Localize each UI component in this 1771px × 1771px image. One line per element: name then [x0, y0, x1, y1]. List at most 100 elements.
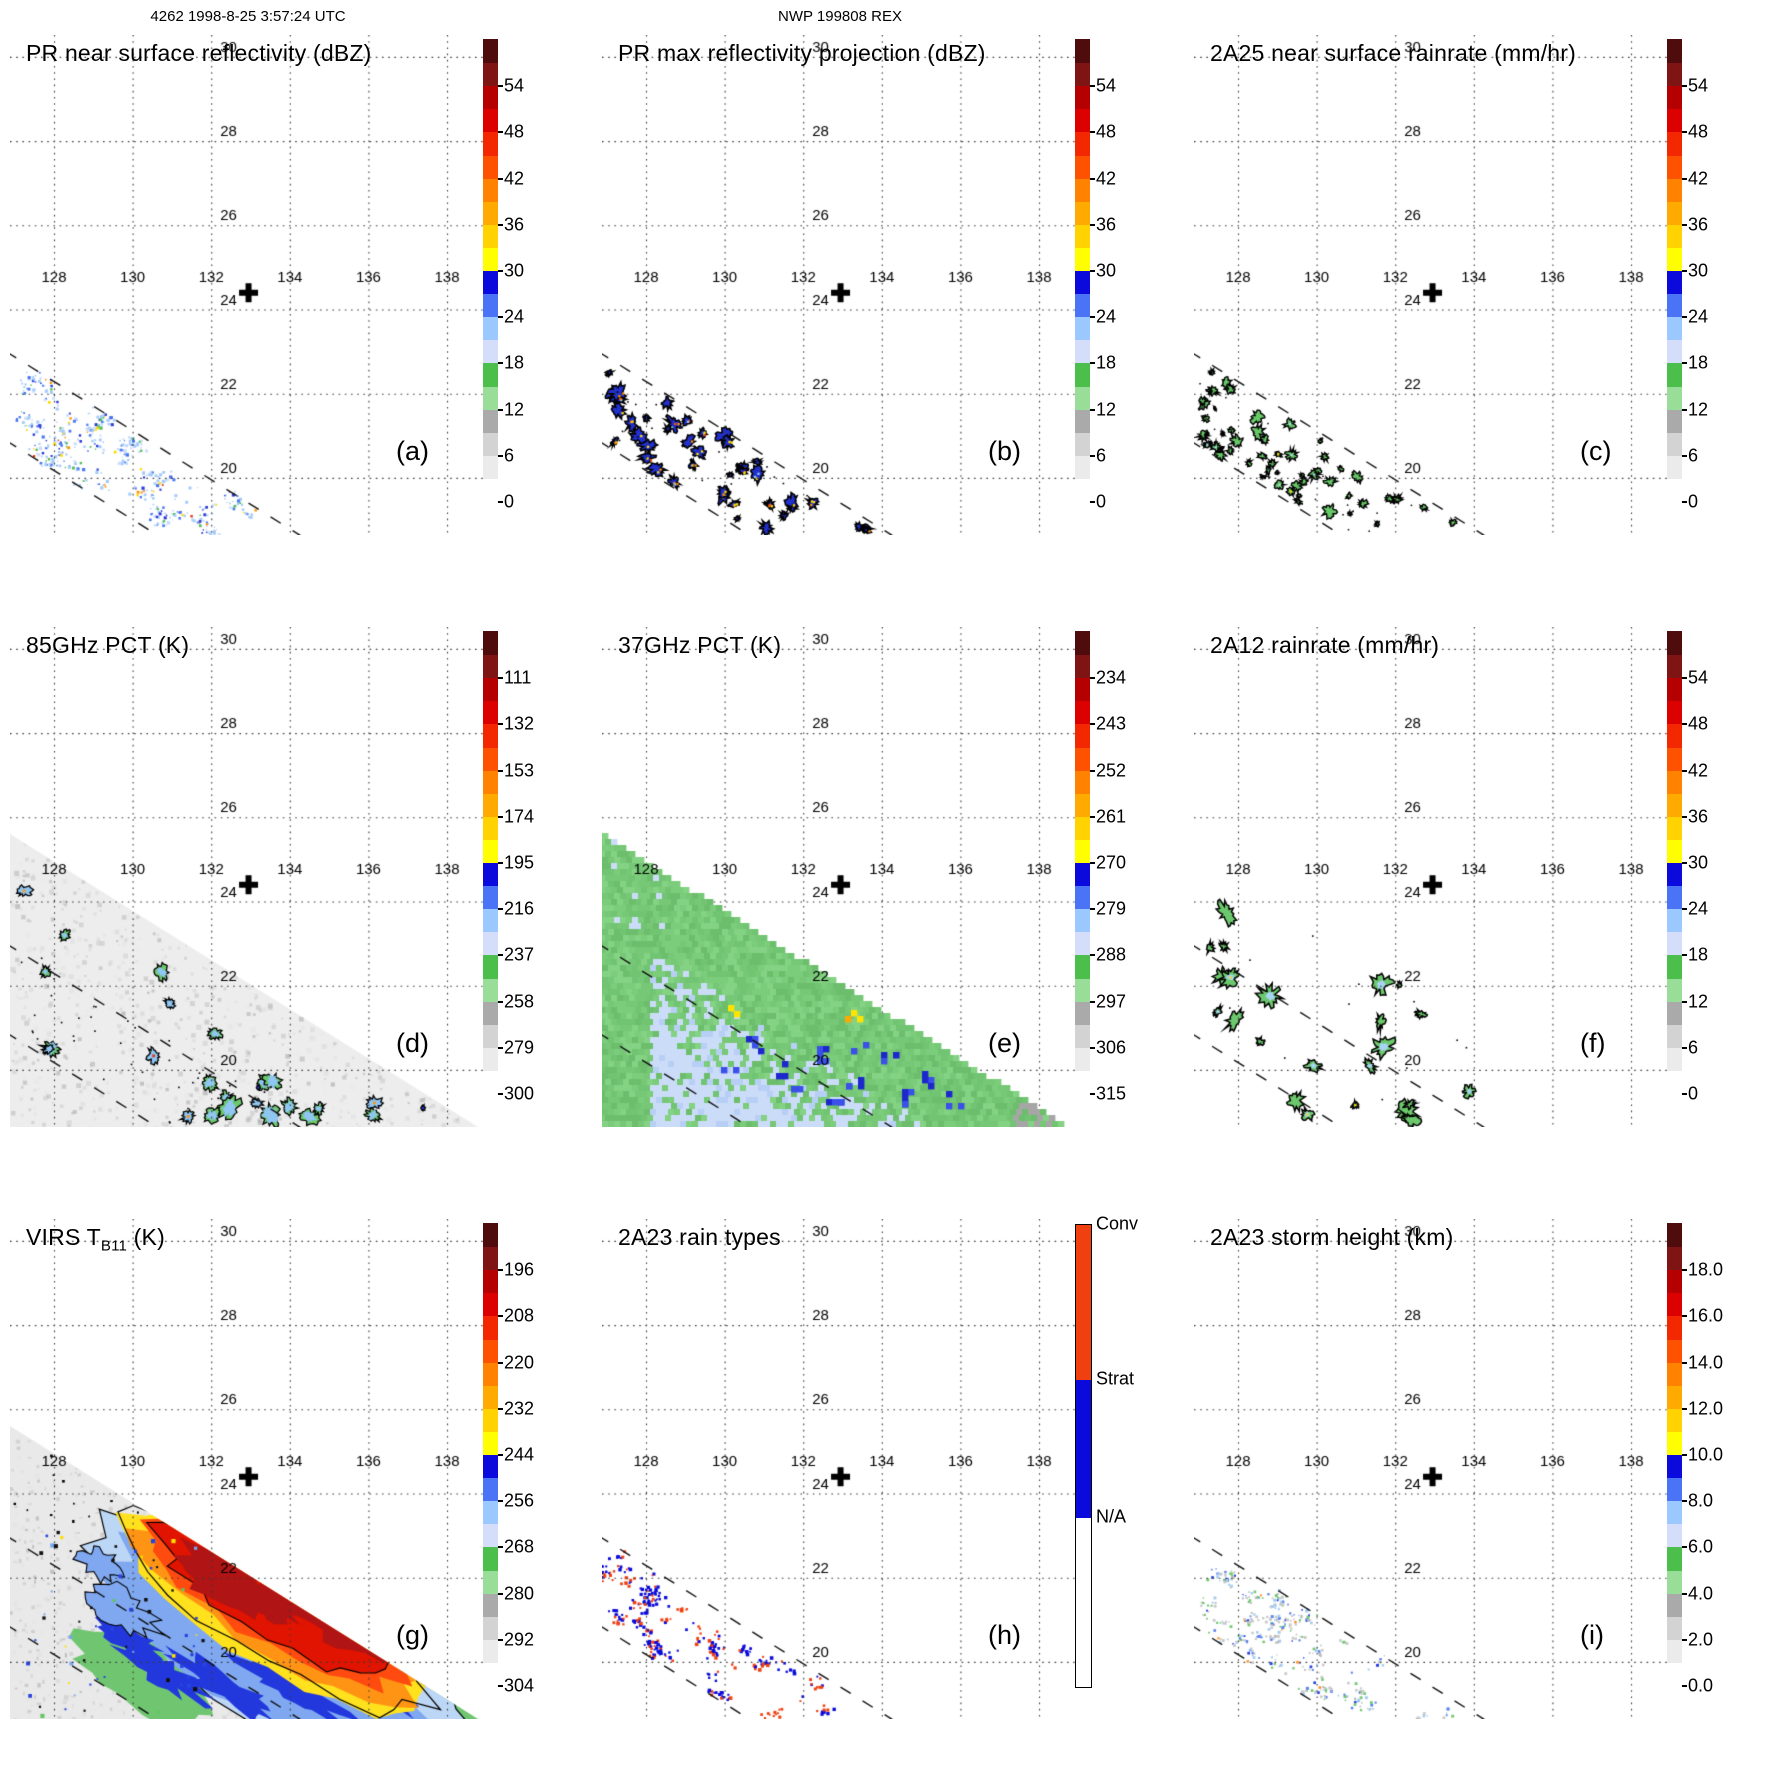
colorbar-segment	[1075, 269, 1090, 295]
panel-title-text: PR near surface reflectivity (dBZ)	[26, 40, 372, 66]
colorbar-label: 24	[1688, 898, 1709, 919]
scan-header-center: NWP 199808 REX	[778, 8, 902, 25]
colorbar-segment	[483, 954, 498, 979]
colorbar-tick	[498, 316, 503, 319]
colorbar-segment	[1075, 1000, 1090, 1025]
colorbar-segment	[483, 1592, 498, 1617]
colorbar-label: N/A	[1096, 1506, 1127, 1527]
panel-title: PR max reflectivity projection (dBZ)	[618, 40, 986, 67]
colorbar-segment	[1075, 630, 1090, 656]
colorbar-segment	[483, 84, 498, 110]
colorbar-segment	[483, 723, 498, 748]
colorbar-tick	[1682, 1046, 1687, 1049]
colorbar-tick	[1682, 954, 1687, 957]
colorbar-segment	[1667, 653, 1682, 679]
panel-f: 2A12 rainrate (mm/hr) (f) 54 48 42 36 30 24 18…	[1184, 592, 1771, 1184]
colorbar-segment	[1667, 1453, 1682, 1479]
colorbar-label: 48	[1688, 713, 1709, 734]
colorbar-label: 297	[1096, 991, 1127, 1012]
colorbar-segment	[483, 699, 498, 725]
colorbar-tick	[1682, 1500, 1687, 1503]
colorbar-segment	[1667, 477, 1682, 502]
panel-title: 2A23 storm height (km)	[1210, 1224, 1453, 1251]
colorbar-label: 30	[1688, 260, 1709, 281]
colorbar-label: 0	[504, 491, 515, 512]
colorbar-segment	[1667, 107, 1682, 133]
colorbar-tick	[498, 1361, 503, 1364]
colorbar-segment	[483, 1069, 498, 1094]
colorbar-tick	[1090, 270, 1095, 272]
colorbar-segment	[483, 1361, 498, 1386]
colorbar-label: 306	[1096, 1037, 1127, 1058]
colorbar-segment	[1667, 38, 1682, 64]
panel-letter: (a)	[396, 436, 429, 466]
colorbar-segment	[483, 1000, 498, 1025]
colorbar-label: 36	[504, 214, 525, 235]
colorbar-segment	[1075, 315, 1090, 341]
colorbar-segment	[1075, 723, 1090, 748]
colorbar-segment	[483, 1453, 498, 1479]
colorbar-segment	[1075, 200, 1090, 225]
panel-letter: (d)	[396, 1028, 429, 1058]
colorbar-segment	[483, 454, 498, 479]
colorbar-tick	[1682, 769, 1687, 772]
colorbar-label: 42	[1688, 168, 1709, 189]
colorbar-tick	[1682, 270, 1687, 272]
colorbar-tick	[1090, 908, 1095, 911]
colorbar-tick	[1090, 454, 1095, 457]
colorbar-segment	[1667, 815, 1682, 840]
colorbar-label: 237	[504, 944, 535, 965]
colorbar-tick	[498, 501, 503, 503]
colorbar-label: 14.0	[1688, 1352, 1724, 1373]
colorbar-tick	[1090, 1000, 1095, 1003]
colorbar-segment	[1667, 746, 1682, 771]
colorbar-label: 244	[504, 1444, 535, 1465]
colorbar-tick	[1682, 1407, 1687, 1410]
colorbar-segment	[1667, 1476, 1682, 1502]
colorbar-segment	[1667, 454, 1682, 479]
colorbar-tick	[498, 1638, 503, 1641]
colorbar-segment	[1667, 200, 1682, 225]
colorbar-label: 234	[1096, 667, 1127, 688]
map-canvas-h	[602, 1219, 1079, 1719]
colorbar-segment	[1667, 838, 1682, 863]
colorbar-tick	[498, 131, 503, 134]
colorbar-label: 42	[1688, 760, 1709, 781]
colorbar-tick	[498, 815, 503, 818]
colorbar-segment	[1667, 1569, 1682, 1594]
panel-letter: (c)	[1580, 436, 1612, 466]
colorbar-segment	[1667, 61, 1682, 87]
colorbar-segment	[1667, 131, 1682, 156]
panel-title: 85GHz PCT (K)	[26, 632, 189, 659]
colorbar-a	[483, 38, 498, 502]
colorbar-label: 36	[1096, 214, 1117, 235]
colorbar-segment	[1667, 315, 1682, 341]
colorbar-tick	[1682, 131, 1687, 134]
colorbar-tick	[498, 85, 503, 88]
colorbar-label: 48	[1688, 121, 1709, 142]
panel-title: 37GHz PCT (K)	[618, 632, 781, 659]
colorbar-segment	[1667, 769, 1682, 794]
colorbar-segment	[483, 1407, 498, 1432]
colorbar-label: 196	[504, 1259, 535, 1280]
colorbar-tick	[1682, 1269, 1687, 1272]
colorbar-segment	[483, 131, 498, 156]
colorbar-label: 18	[504, 352, 525, 373]
colorbar-segment	[1667, 1522, 1682, 1548]
colorbar-tick	[1090, 769, 1095, 772]
colorbar-tick	[1090, 723, 1095, 726]
colorbar-label: 268	[504, 1536, 535, 1557]
colorbar-segment	[1075, 653, 1090, 679]
colorbar-segment	[483, 200, 498, 225]
colorbar-segment	[1075, 223, 1090, 248]
colorbar-tick	[498, 1685, 503, 1687]
colorbar-tick	[1682, 1093, 1687, 1095]
colorbar-segment	[483, 38, 498, 64]
colorbar-label: 54	[1688, 667, 1709, 688]
colorbar-tick	[1682, 1638, 1687, 1641]
colorbar-segment	[483, 408, 498, 433]
colorbar-label: 30	[1096, 260, 1117, 281]
colorbar-tick	[1090, 501, 1095, 503]
panel-title-text: VIRS T	[26, 1224, 101, 1250]
colorbar-segment	[483, 1661, 498, 1686]
